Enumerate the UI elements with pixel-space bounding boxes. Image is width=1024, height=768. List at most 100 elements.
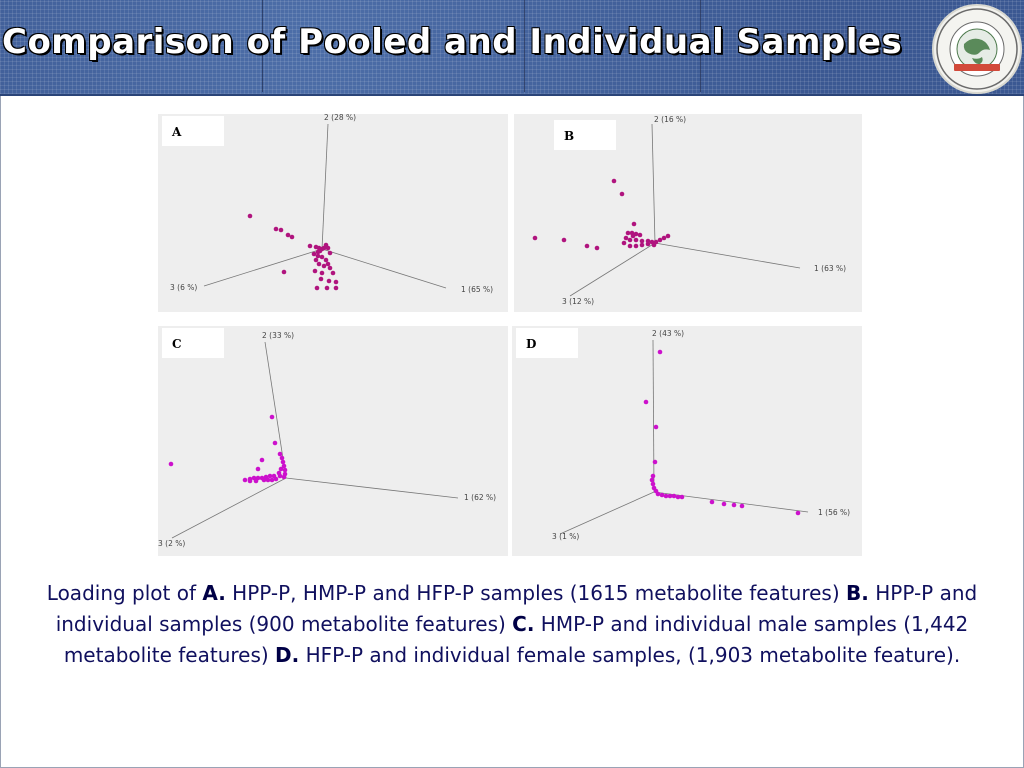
- data-point: [321, 263, 327, 269]
- caption-text: Loading plot of: [46, 581, 203, 605]
- data-point: [619, 191, 625, 197]
- axis-label-3: 3 (2 %): [158, 539, 185, 548]
- data-point: [272, 440, 278, 446]
- data-point: [280, 459, 286, 465]
- axis-label-1: 1 (65 %): [461, 285, 493, 294]
- data-point: [267, 473, 273, 479]
- data-point: [285, 232, 291, 238]
- axis-label-2: 2 (16 %): [654, 115, 686, 124]
- data-point: [667, 493, 673, 499]
- data-point: [269, 414, 275, 420]
- data-point: [324, 285, 330, 291]
- data-point: [623, 235, 629, 241]
- panel-b-plot: 2 (16 %) 1 (63 %) 3 (12 %): [532, 115, 846, 306]
- data-point: [652, 459, 658, 465]
- data-point: [633, 243, 639, 249]
- data-point: [679, 494, 685, 500]
- data-point: [627, 237, 633, 243]
- axis-label-1: 1 (63 %): [814, 264, 846, 273]
- panel-label: D: [526, 337, 537, 351]
- data-points: [643, 349, 801, 516]
- data-point: [273, 226, 279, 232]
- panel-b: 2 (16 %) 1 (63 %) 3 (12 %) B: [514, 114, 862, 312]
- data-point: [327, 250, 333, 256]
- data-point: [649, 477, 655, 483]
- data-point: [675, 494, 681, 500]
- data-point: [594, 245, 600, 251]
- data-point: [633, 237, 639, 243]
- data-point: [795, 510, 801, 516]
- data-point: [282, 467, 288, 473]
- data-point: [261, 477, 267, 483]
- data-point: [663, 493, 669, 499]
- data-points: [532, 178, 671, 251]
- data-point: [627, 243, 633, 249]
- data-point: [709, 499, 715, 505]
- axis-label-2: 2 (33 %): [262, 331, 294, 340]
- axis-label-1: 1 (62 %): [464, 493, 496, 502]
- data-point: [281, 269, 287, 275]
- header-seam: [700, 0, 701, 92]
- axis-label-3: 3 (1 %): [552, 532, 579, 541]
- data-point: [731, 502, 737, 508]
- caption-panel-ref: C.: [512, 612, 535, 636]
- panel-a-plot: 2 (28 %) 1 (65 %) 3 (6 %): [170, 114, 493, 294]
- data-point: [639, 238, 645, 244]
- data-point: [657, 237, 663, 243]
- data-points: [168, 414, 288, 484]
- data-point: [653, 424, 659, 430]
- caption-text: HMP-P and individual male samples (1,442…: [63, 612, 969, 667]
- slide-header: Comparison of Pooled and Individual Samp…: [0, 0, 1024, 96]
- panel-label-box: B: [554, 120, 616, 150]
- data-point: [631, 221, 637, 227]
- data-point: [630, 233, 636, 239]
- data-points: [247, 213, 339, 291]
- panel-label: C: [172, 337, 182, 351]
- data-point: [326, 278, 332, 284]
- data-point: [253, 478, 259, 484]
- data-point: [318, 276, 324, 282]
- data-point: [316, 261, 322, 267]
- data-point: [279, 455, 285, 461]
- caption-text: HFP-P and individual female samples, (1,…: [299, 643, 961, 667]
- data-point: [739, 503, 745, 509]
- panel-d-plot: 2 (43 %) 1 (56 %) 3 (1 %): [552, 329, 850, 541]
- caption-panel-ref: B.: [846, 581, 869, 605]
- data-point: [289, 234, 295, 240]
- data-point: [307, 243, 313, 249]
- data-point: [315, 253, 321, 259]
- data-point: [330, 270, 336, 276]
- data-point: [312, 268, 318, 274]
- panel-label-box: C: [162, 328, 224, 358]
- data-point: [611, 178, 617, 184]
- data-point: [314, 285, 320, 291]
- data-point: [325, 261, 331, 267]
- data-point: [671, 493, 677, 499]
- slide-title: Comparison of Pooled and Individual Samp…: [2, 22, 903, 62]
- data-point: [311, 251, 317, 257]
- caption-text: HPP-P, HMP-P and HFP-P samples (1615 met…: [225, 581, 847, 605]
- data-point: [281, 474, 287, 480]
- data-point: [242, 477, 248, 483]
- data-point: [269, 477, 275, 483]
- panel-c: 2 (33 %) 1 (62 %) 3 (2 %) C: [158, 326, 508, 556]
- data-point: [721, 501, 727, 507]
- axis-label-2: 2 (28 %): [324, 114, 356, 122]
- data-point: [532, 235, 538, 241]
- data-point: [247, 213, 253, 219]
- data-point: [650, 481, 656, 487]
- header-seam: [524, 0, 525, 92]
- panel-label-box: A: [162, 116, 224, 146]
- panel-label-box: D: [516, 328, 578, 358]
- data-point: [277, 473, 283, 479]
- header-seam: [262, 0, 263, 92]
- data-point: [327, 265, 333, 271]
- axis-label-3: 3 (12 %): [562, 297, 594, 306]
- data-point: [665, 233, 671, 239]
- data-point: [281, 463, 287, 469]
- data-point: [661, 235, 667, 241]
- data-point: [319, 270, 325, 276]
- data-point: [584, 243, 590, 249]
- data-point: [657, 349, 663, 355]
- data-point: [561, 237, 567, 243]
